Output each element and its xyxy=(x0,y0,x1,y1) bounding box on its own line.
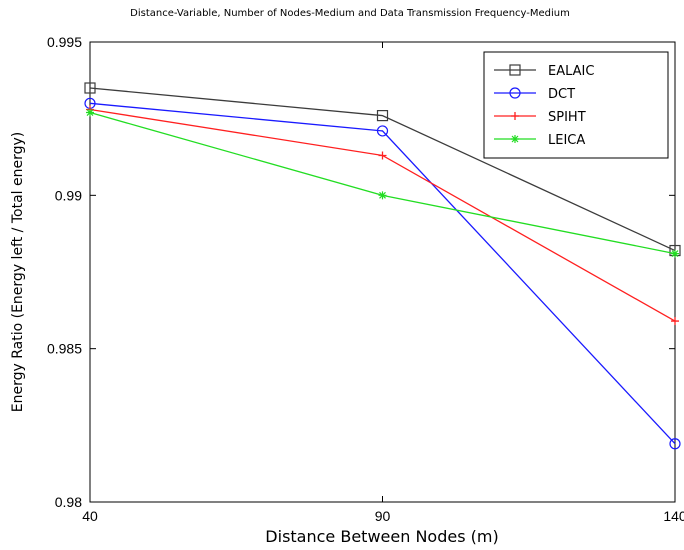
x-tick-label: 40 xyxy=(82,508,98,524)
legend: EALAIC DCT SPIHT LEICA xyxy=(483,51,669,159)
series-marker xyxy=(86,108,94,117)
series-marker xyxy=(509,64,521,76)
axis-ticks xyxy=(89,41,676,503)
series-marker xyxy=(84,82,96,94)
chart-title: Distance-Variable, Number of Nodes-Mediu… xyxy=(130,8,570,19)
x-axis-label: Distance Between Nodes (m) xyxy=(265,527,498,546)
series-marker xyxy=(378,151,387,160)
y-tick-label: 0.985 xyxy=(47,341,82,357)
tick-labels: 40 90 140 0.98 0.985 0.99 0.995 xyxy=(47,34,684,524)
series-marker xyxy=(671,249,679,258)
legend-item-leica: LEICA xyxy=(494,133,585,148)
legend-label: DCT xyxy=(548,87,575,102)
legend-item-ealaic: EALAIC xyxy=(494,64,594,79)
series-marker xyxy=(671,317,679,326)
series-line xyxy=(89,87,676,252)
series-leica xyxy=(86,108,679,258)
y-axis-label: Energy Ratio (Energy left / Total energy… xyxy=(10,132,26,412)
y-tick-label: 0.99 xyxy=(55,187,82,203)
series-marker xyxy=(509,87,521,99)
x-tick-label: 140 xyxy=(663,508,684,524)
legend-label: LEICA xyxy=(548,133,585,148)
series-marker xyxy=(376,125,389,137)
series-layer xyxy=(84,82,681,450)
series-marker xyxy=(511,135,519,143)
y-tick-label: 0.995 xyxy=(47,34,82,50)
y-tick-label: 0.98 xyxy=(55,494,82,510)
legend-item-spiht: SPIHT xyxy=(494,110,586,125)
legend-item-dct: DCT xyxy=(494,87,575,102)
x-tick-label: 90 xyxy=(375,508,391,524)
series-marker xyxy=(669,438,681,450)
series-marker xyxy=(376,109,389,122)
legend-label: SPIHT xyxy=(548,110,586,125)
series-marker xyxy=(378,191,387,200)
series-line xyxy=(89,102,676,445)
legend-label: EALAIC xyxy=(548,64,594,79)
series-marker xyxy=(511,112,519,120)
